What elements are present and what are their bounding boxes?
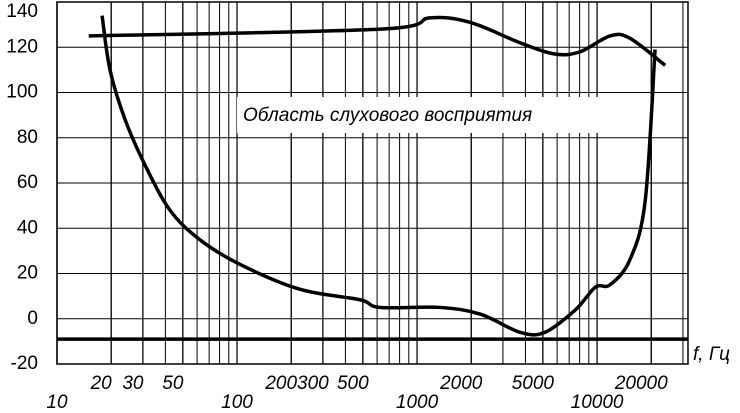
x-tick-label: 50 (162, 373, 184, 394)
y-tick-label: 140 (6, 1, 38, 22)
annotation: Область слухового восприятия (243, 105, 532, 126)
x-tick-label: 10000 (571, 392, 624, 413)
x-tick-label: 500 (337, 373, 369, 394)
plot-frame (56, 1, 689, 365)
x-tick-label: 300 (297, 373, 329, 394)
y-tick-label: 60 (17, 172, 38, 193)
annotation-box (237, 97, 600, 133)
x-tick-label: 1000 (396, 392, 439, 413)
x-tick-label: 30 (122, 373, 144, 394)
x-tick-label: 10 (46, 392, 68, 413)
y-tick-label: 100 (6, 82, 38, 103)
x-axis-label: f, Гц (693, 344, 730, 365)
y-tick-label: -20 (11, 353, 38, 374)
x-tick-label: 100 (221, 392, 253, 413)
y-tick-label: 0 (27, 308, 38, 329)
y-tick-label: 40 (17, 217, 38, 238)
curve (88, 15, 667, 67)
y-tick-label: 80 (17, 127, 38, 148)
x-tick-label: 5000 (512, 373, 555, 394)
x-tick-label: 2000 (439, 373, 483, 394)
curve (100, 15, 657, 337)
x-tick-label: 20000 (614, 373, 668, 394)
x-tick-label: 200 (264, 373, 297, 394)
y-tick-label: 120 (6, 36, 38, 57)
y-tick-label: 20 (17, 263, 38, 284)
x-tick-label: 20 (90, 373, 113, 394)
